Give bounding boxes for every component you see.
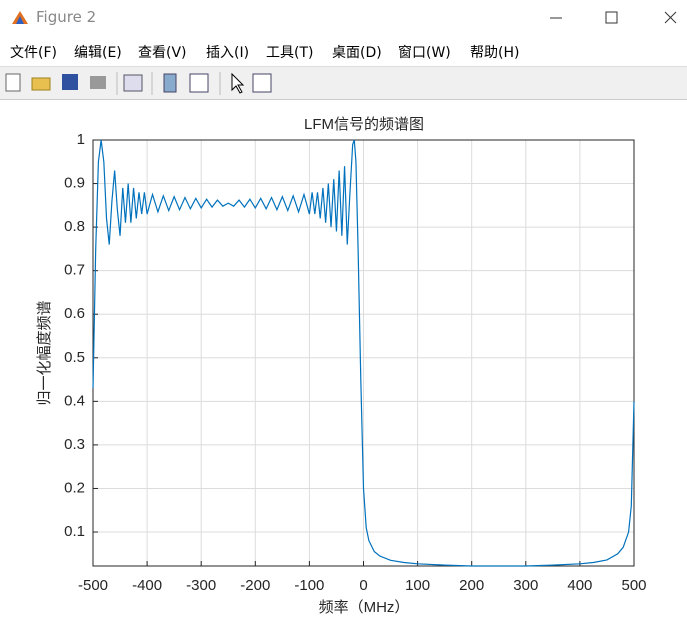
y-tick-label: 0.5 bbox=[64, 349, 85, 366]
title-bar: Figure 2 bbox=[0, 0, 687, 36]
y-tick-label: 0.6 bbox=[64, 305, 85, 322]
y-tick-label: 0.4 bbox=[64, 392, 85, 409]
y-tick-label: 0.2 bbox=[64, 479, 85, 496]
menu-item[interactable]: 插入(I) bbox=[206, 45, 250, 61]
x-tick-label: -300 bbox=[186, 577, 216, 594]
toolbar bbox=[0, 66, 687, 100]
x-tick-label: -100 bbox=[294, 577, 324, 594]
x-tick-label: -400 bbox=[132, 577, 162, 594]
x-tick-label: 500 bbox=[621, 577, 646, 594]
y-tick-label: 0.1 bbox=[64, 523, 85, 540]
window-title: Figure 2 bbox=[36, 8, 97, 26]
y-axis-label: 归一化幅度频谱 bbox=[36, 300, 53, 405]
menu-item[interactable]: 文件(F) bbox=[10, 45, 57, 61]
x-tick-label: 100 bbox=[405, 577, 430, 594]
chart-title: LFM信号的频谱图 bbox=[304, 116, 424, 133]
axes-box bbox=[92, 139, 635, 567]
x-tick-label: 300 bbox=[513, 577, 538, 594]
menu-item[interactable]: 工具(T) bbox=[266, 45, 314, 61]
menu-item[interactable]: 帮助(H) bbox=[470, 45, 520, 61]
menu-item[interactable]: 桌面(D) bbox=[332, 45, 382, 61]
y-tick-label: 1 bbox=[77, 131, 85, 148]
toolbar-icons[interactable] bbox=[0, 67, 300, 99]
chart: LFM信号的频谱图 频率（MHz） 归一化幅度频谱 -500 -400 -300 -2… bbox=[36, 116, 647, 616]
menu-item[interactable]: 查看(V) bbox=[138, 45, 187, 61]
app-icon bbox=[12, 11, 28, 24]
x-tick-label: 200 bbox=[459, 577, 484, 594]
window-controls[interactable] bbox=[540, 0, 680, 36]
y-tick-label: 0.8 bbox=[64, 218, 85, 235]
y-tick-label: 0.7 bbox=[64, 262, 85, 279]
menu-item[interactable]: 编辑(E) bbox=[74, 45, 122, 61]
x-tick-label: 400 bbox=[567, 577, 592, 594]
data-line bbox=[92, 139, 635, 567]
menu-item[interactable]: 窗口(W) bbox=[398, 45, 451, 61]
x-tick-label: 0 bbox=[359, 577, 367, 594]
x-tick-label: -500 bbox=[78, 577, 108, 594]
x-tick-label: -200 bbox=[240, 577, 270, 594]
y-tick-label: 0.9 bbox=[64, 175, 85, 192]
menu-bar: 文件(F) 编辑(E) 查看(V) 插入(I) 工具(T) 桌面(D) 窗口(W) 帮助(H) bbox=[0, 36, 687, 66]
x-axis-label: 频率（MHz） bbox=[319, 599, 410, 616]
y-tick-label: 0.3 bbox=[64, 436, 85, 453]
